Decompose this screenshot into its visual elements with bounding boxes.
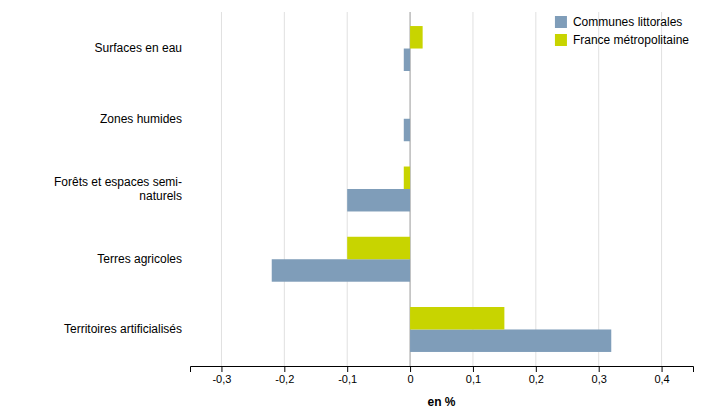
bar — [410, 307, 504, 329]
bar — [347, 189, 410, 211]
bars — [272, 26, 612, 352]
x-axis-line — [191, 367, 694, 373]
y-tick-label-line: Forêts et espaces semi- — [54, 175, 182, 189]
y-tick: Terres agricoles — [97, 252, 182, 266]
x-tick-label: -0,1 — [338, 373, 357, 385]
x-tick: 0 — [408, 366, 414, 385]
y-tick-label: Surfaces en eau — [95, 41, 182, 55]
legend-swatch — [555, 34, 567, 46]
legend-label: France métropolitaine — [573, 33, 689, 47]
legend-swatch — [555, 16, 567, 28]
bar-series — [272, 49, 612, 352]
x-tick-label: -0,2 — [275, 373, 294, 385]
grid-line — [221, 12, 222, 366]
bar — [272, 259, 410, 281]
y-axis: Territoires artificialisés Terres agricol… — [54, 41, 182, 336]
x-axis-title: en % — [427, 395, 455, 409]
chart: -0,3 -0,2 -0,1 0 0,1 0,2 0,3 0,4 Territoires art… — [0, 0, 717, 416]
x-tick: -0,3 — [212, 366, 231, 385]
y-tick-label: Terres agricoles — [97, 252, 182, 266]
y-tick: Surfaces en eau — [95, 41, 182, 55]
y-tick-label-line: naturels — [139, 189, 182, 203]
x-tick-label: 0,2 — [529, 373, 544, 385]
bar-series — [347, 26, 504, 329]
legend-item: Communes littorales — [555, 15, 682, 29]
bar — [404, 119, 410, 141]
x-tick: 0,1 — [466, 366, 481, 385]
x-tick-mark — [473, 366, 474, 372]
x-tick-label: 0,1 — [466, 373, 481, 385]
bar — [404, 49, 410, 71]
x-tick: 0,3 — [592, 366, 607, 385]
y-tick-label-line: Territoires artificialisés — [64, 322, 182, 336]
y-tick-label-line: Surfaces en eau — [95, 41, 182, 55]
grid — [221, 12, 661, 366]
x-tick: -0,2 — [275, 366, 294, 385]
y-tick-label-line: Zones humides — [100, 112, 182, 126]
y-tick-label: Forêts et espaces semi-naturels — [54, 175, 182, 203]
y-tick: Forêts et espaces semi-naturels — [54, 175, 182, 203]
grid-line — [535, 12, 536, 366]
x-tick-mark — [410, 366, 411, 372]
x-tick-mark — [599, 366, 600, 372]
bar — [410, 96, 411, 118]
bar — [404, 167, 410, 189]
bar — [410, 26, 423, 48]
x-tick-mark — [347, 366, 348, 372]
x-tick: 0,4 — [654, 366, 669, 385]
x-axis: -0,3 -0,2 -0,1 0 0,1 0,2 0,3 0,4 — [191, 366, 694, 385]
y-tick: Territoires artificialisés — [64, 322, 182, 336]
legend-item: France métropolitaine — [555, 33, 689, 47]
legend-label: Communes littorales — [573, 15, 682, 29]
y-tick-label: Zones humides — [100, 112, 182, 126]
x-tick-label: 0,3 — [592, 373, 607, 385]
y-tick-label: Territoires artificialisés — [64, 322, 182, 336]
x-tick-mark — [536, 366, 537, 372]
x-tick: 0,2 — [529, 366, 544, 385]
x-tick-label: 0 — [408, 373, 414, 385]
legend: Communes littorales France métropolitaine — [555, 15, 689, 47]
plot: -0,3 -0,2 -0,1 0 0,1 0,2 0,3 0,4 Territoires art… — [54, 12, 694, 385]
grid-line — [284, 12, 285, 366]
bar — [410, 329, 611, 351]
x-tick-mark — [662, 366, 663, 372]
y-tick: Zones humides — [100, 112, 182, 126]
x-tick-label: -0,3 — [212, 373, 231, 385]
grid-line — [598, 12, 599, 366]
y-tick-label-line: Terres agricoles — [97, 252, 182, 266]
x-tick: -0,1 — [338, 366, 357, 385]
bar — [347, 237, 410, 259]
x-tick-label: 0,4 — [654, 373, 669, 385]
grid-line — [661, 12, 662, 366]
x-tick-mark — [221, 366, 222, 372]
x-tick-mark — [284, 366, 285, 372]
